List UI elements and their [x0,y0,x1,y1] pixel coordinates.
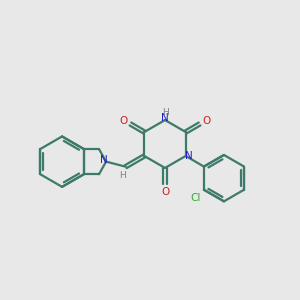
Text: O: O [161,187,169,196]
Text: N: N [185,151,193,161]
Text: N: N [161,113,169,123]
Text: H: H [119,171,125,180]
Text: Cl: Cl [190,193,201,202]
Text: O: O [119,116,127,126]
Text: O: O [203,116,211,126]
Text: H: H [162,108,168,117]
Text: N: N [100,155,107,165]
